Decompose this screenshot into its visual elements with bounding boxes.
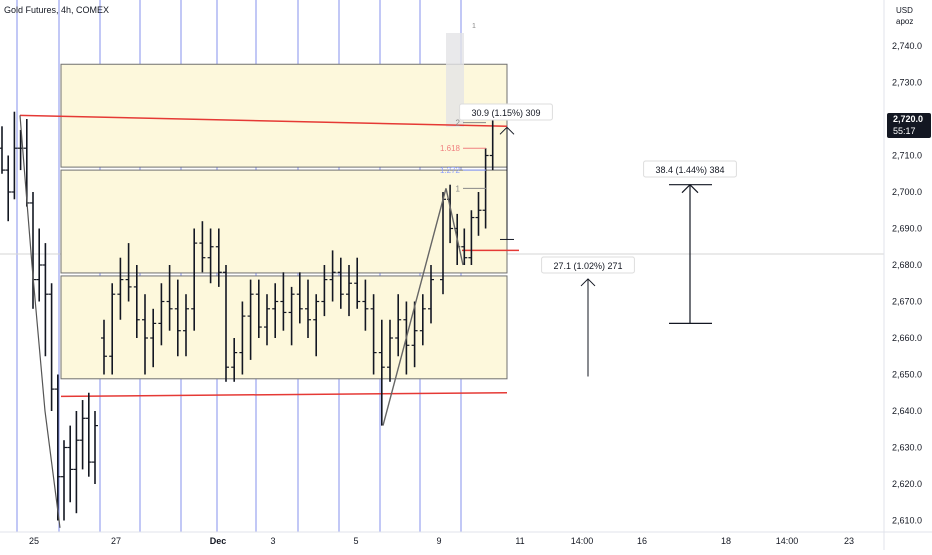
fib-level-label: 2 — [456, 119, 461, 128]
measure-label-3: 38.4 (1.44%) 384 — [655, 165, 724, 175]
currency-code: USD — [896, 6, 913, 15]
y-tick-label: 2,690.0 — [892, 224, 922, 234]
measure-arrow-3-head — [681, 183, 699, 194]
zigzag-pattern[interactable] — [382, 188, 464, 426]
measure-arrow-1-head — [499, 126, 515, 135]
x-tick-label: 3 — [270, 536, 275, 546]
x-tick-label: 16 — [637, 536, 647, 546]
drawings-layer: 2 1.618 1.272 1 30.9 (1.15%) 309 27.1 (1.02%)… — [382, 23, 737, 426]
measure-label-1-box — [459, 103, 553, 121]
time-axis: 25 27 Dec 3 5 9 11 14:00 16 18 14:00 23 — [0, 531, 932, 546]
fib-level-label: 1 — [456, 184, 461, 193]
resistance-line[interactable] — [19, 114, 508, 128]
measure-label-2: 27.1 (1.02%) 271 — [553, 261, 622, 271]
x-tick-label: 27 — [111, 536, 121, 546]
y-tick-label: 2,650.0 — [892, 370, 922, 380]
y-tick-label: 2,610.0 — [892, 516, 922, 526]
x-tick-label: 14:00 — [776, 536, 799, 546]
price-zone-2[interactable] — [60, 169, 508, 274]
y-tick-label: 2,700.0 — [892, 187, 922, 197]
current-price-tag[interactable] — [887, 113, 931, 138]
y-tick-label: 2,640.0 — [892, 406, 922, 416]
y-tick-label: 2,730.0 — [892, 78, 922, 88]
y-tick-label: 2,660.0 — [892, 333, 922, 343]
y-tick-label: 2,630.0 — [892, 443, 922, 453]
x-tick-label: Dec — [210, 536, 227, 546]
measure-label-1: 30.9 (1.15%) 309 — [471, 108, 540, 118]
bars-layer — [0, 111, 496, 528]
x-tick-label: 14:00 — [571, 536, 594, 546]
x-tick-label: 9 — [436, 536, 441, 546]
y-tick-label: 2,620.0 — [892, 479, 922, 489]
fib-level-label: 1.618 — [440, 144, 461, 153]
price-zone-1[interactable] — [60, 63, 508, 168]
current-price-countdown: 55:17 — [893, 126, 916, 136]
y-tick-label: 2,670.0 — [892, 297, 922, 307]
symbol-title: Gold Futures, 4h, COMEX — [4, 5, 110, 15]
y-tick-label: 2,710.0 — [892, 151, 922, 161]
support-line[interactable] — [60, 392, 508, 398]
y-tick-label: 2,680.0 — [892, 260, 922, 270]
measure-label-3-box — [643, 160, 737, 178]
measure-label-2-box — [541, 256, 635, 274]
x-tick-label: 25 — [29, 536, 39, 546]
x-tick-label: 5 — [353, 536, 358, 546]
measure-arrow-2-head — [580, 278, 596, 287]
y-tick-label: 2,740.0 — [892, 41, 922, 51]
x-tick-label: 18 — [721, 536, 731, 546]
x-tick-label: 11 — [515, 536, 524, 546]
highlight-column — [446, 33, 464, 127]
current-price-value: 2,720.0 — [893, 114, 923, 124]
top-marker: 1 — [472, 23, 476, 30]
currency-label[interactable]: USD apoz — [888, 0, 932, 40]
price-axis: 2,610.0 2,620.0 2,630.0 2,640.0 2,650.0 2,660… — [883, 0, 931, 550]
currency-unit: apoz — [896, 17, 914, 26]
x-tick-label: 23 — [844, 536, 854, 546]
drop-trend-line[interactable] — [19, 115, 61, 528]
fib-level-label: 1.272 — [440, 166, 461, 175]
